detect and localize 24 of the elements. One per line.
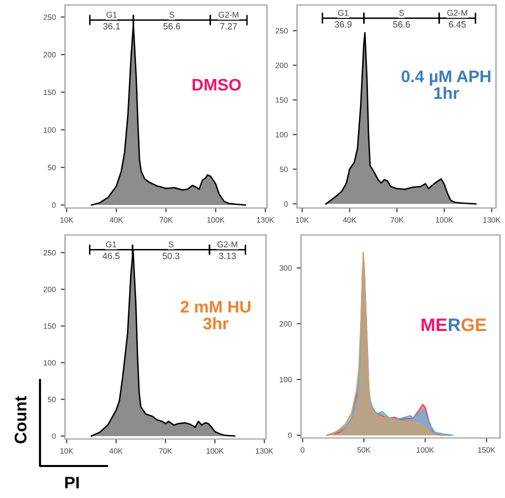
text: DMSO	[192, 78, 241, 91]
annotation: 36.9	[334, 21, 352, 28]
annotation: 6.45	[448, 21, 466, 28]
annotation: 36.1	[103, 23, 120, 30]
series-label: G1	[106, 241, 116, 248]
series-label: G2-M	[447, 10, 468, 16]
series-label: G1	[338, 10, 348, 16]
series-label: S	[399, 10, 404, 16]
annotation: 3.13	[219, 252, 236, 260]
series-label: S	[168, 241, 174, 248]
annotation: 56.6	[393, 21, 410, 28]
text: MERGE	[422, 318, 486, 332]
x-axis-title: PI	[65, 476, 79, 488]
annotation: 7.27	[220, 23, 237, 30]
text: 0.4 µM APH 1hr	[402, 70, 490, 99]
text: 2 mM HU 3hr	[180, 300, 250, 330]
series-label: S	[169, 12, 174, 18]
annotation: 46.5	[102, 252, 120, 260]
annotation: 56.6	[163, 23, 180, 30]
series-label: G1	[106, 12, 117, 18]
series-label: G2-M	[218, 12, 238, 18]
annotation: 50.3	[162, 252, 180, 260]
y-axis-title: Count	[14, 396, 26, 444]
series-label: G2-M	[217, 241, 238, 248]
